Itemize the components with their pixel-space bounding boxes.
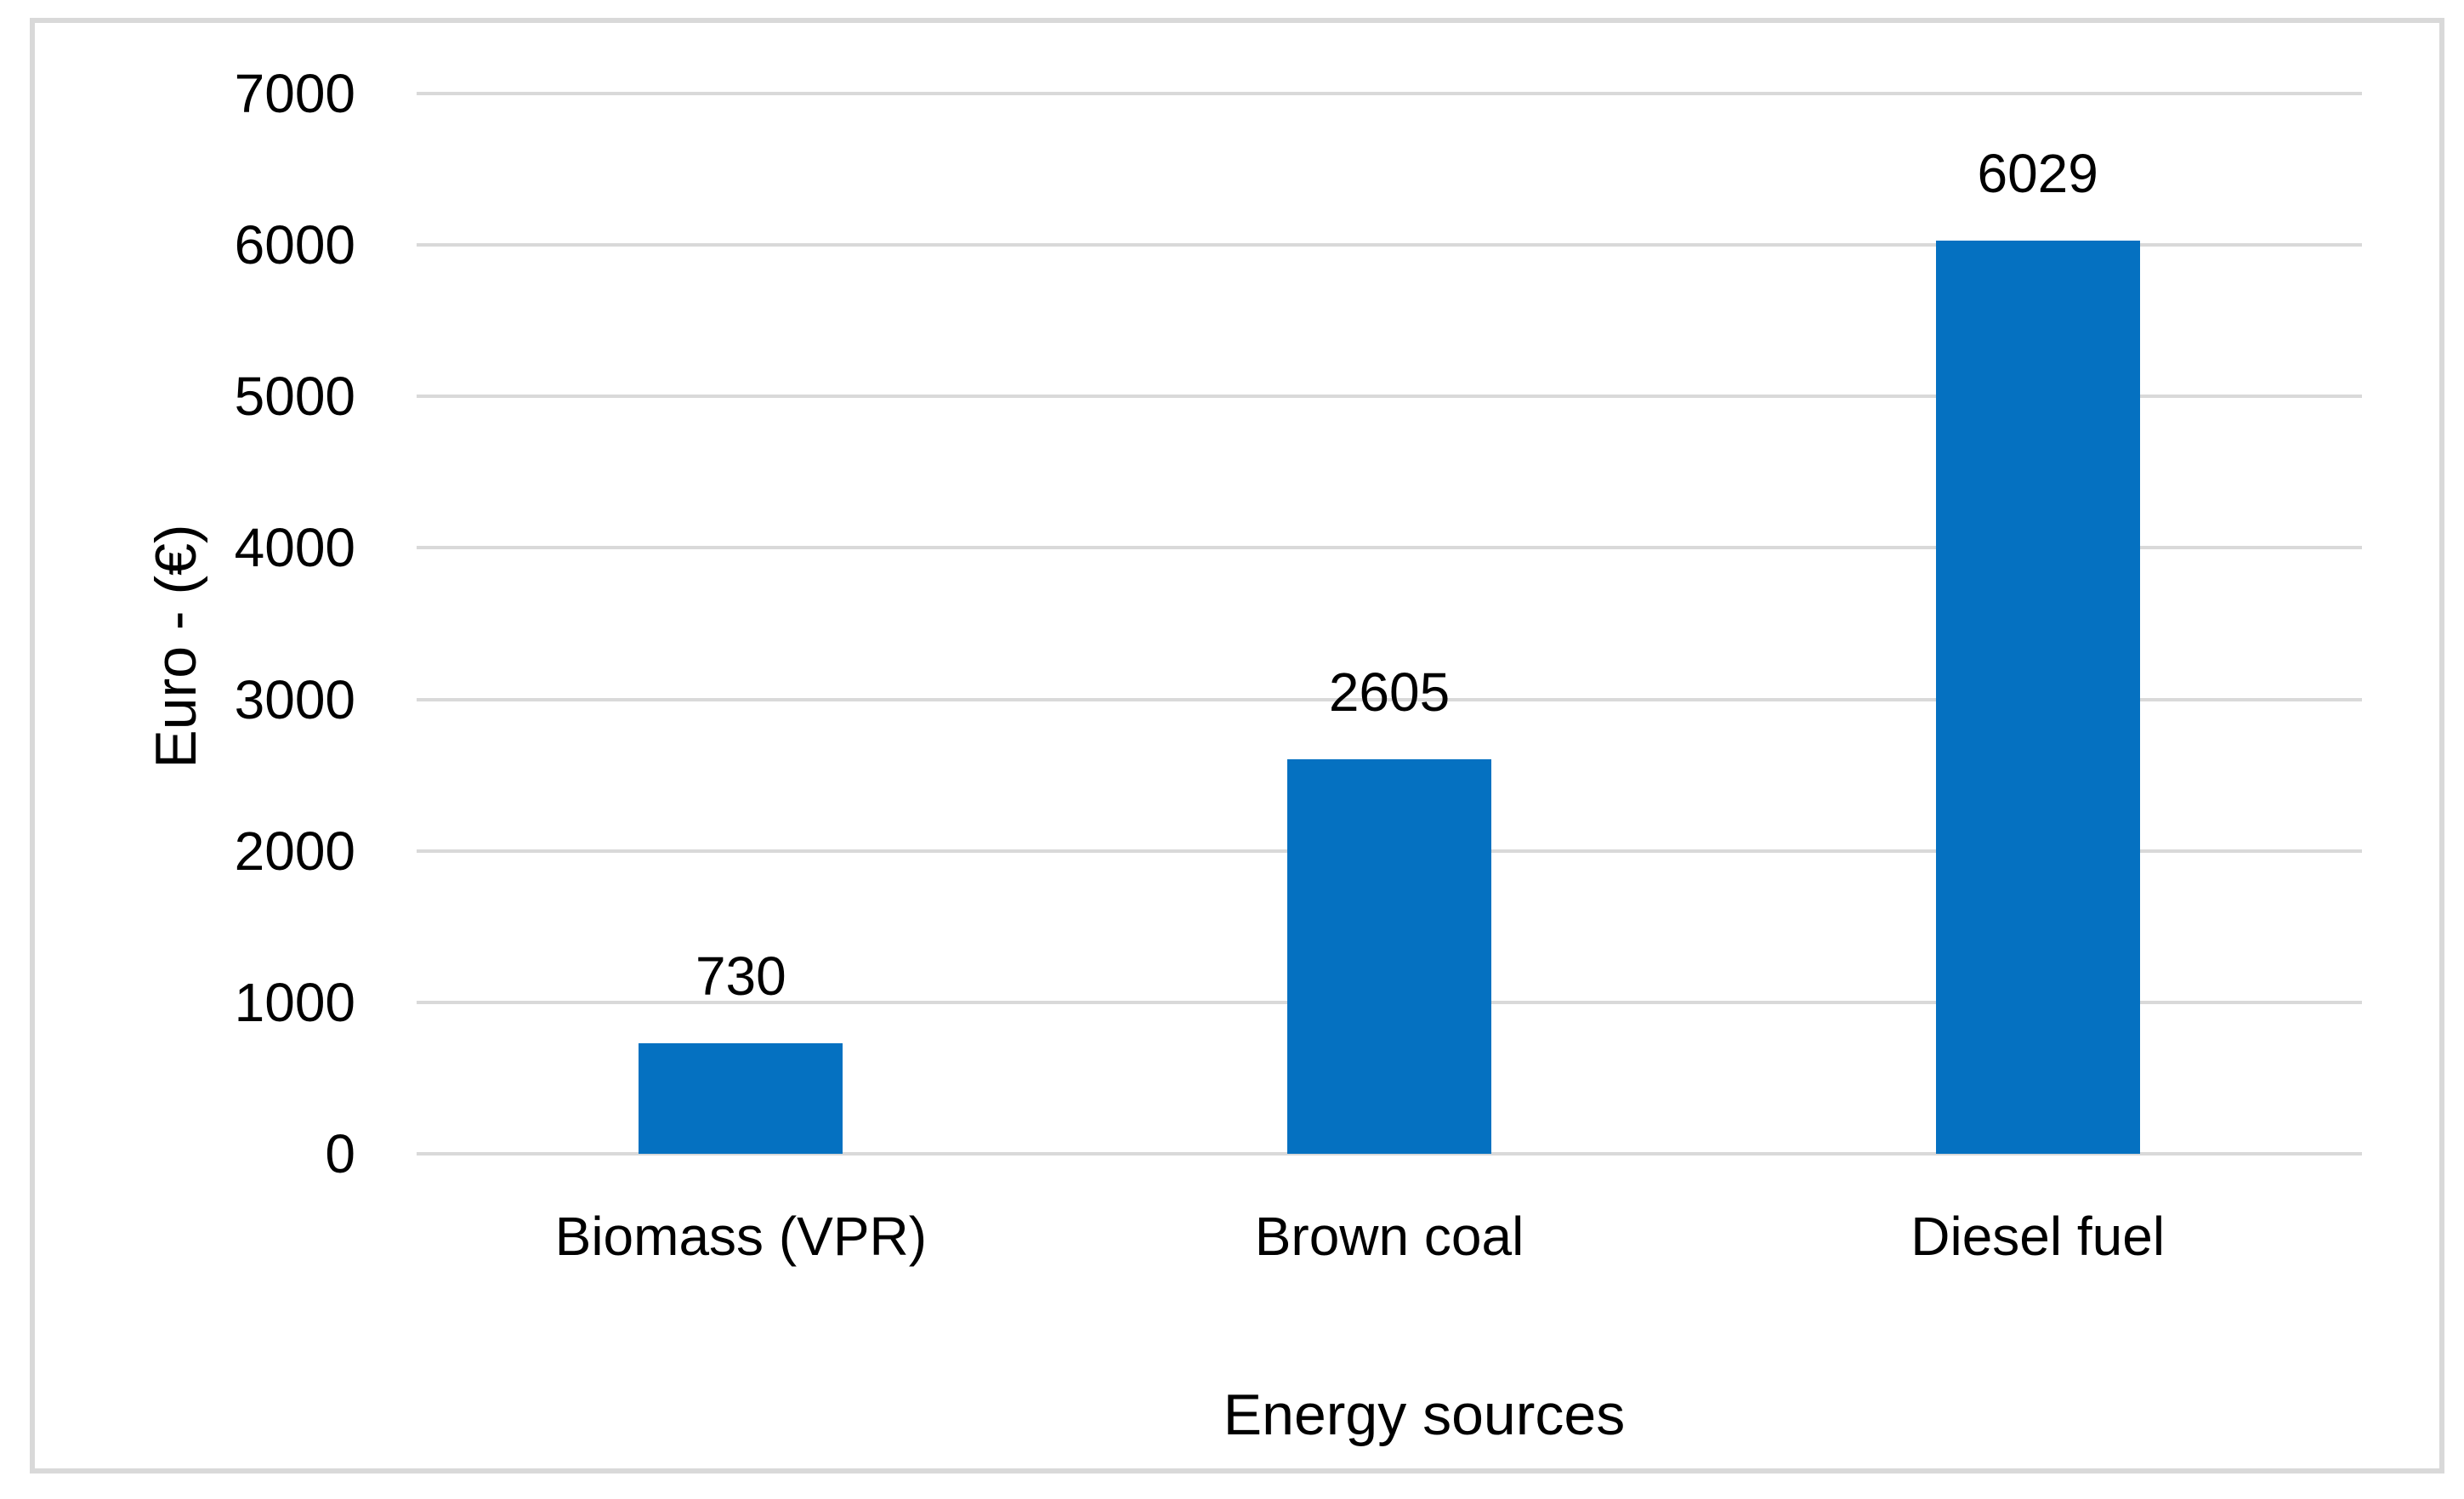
bar-value-label: 730 <box>695 945 786 1007</box>
y-axis-tick-label: 2000 <box>234 820 355 882</box>
gridline <box>417 1152 2362 1155</box>
bar-Biomass (VPR) <box>639 1042 843 1154</box>
bar-value-label: 6029 <box>1977 142 2098 204</box>
y-axis-tick-label: 1000 <box>234 971 355 1033</box>
gridline <box>417 546 2362 550</box>
y-axis-tick-label: 5000 <box>234 366 355 428</box>
gridline <box>417 243 2362 247</box>
y-axis-tick-label: 3000 <box>234 668 355 730</box>
gridline <box>417 92 2362 95</box>
y-axis-tick-label: 4000 <box>234 517 355 579</box>
gridline <box>417 395 2362 399</box>
x-axis-title: Energy sources <box>1223 1383 1626 1447</box>
plot-area <box>417 94 2362 1154</box>
category-label: Diesel fuel <box>1910 1206 2166 1267</box>
category-label: Brown coal <box>1254 1206 1524 1267</box>
bar-Brown coal <box>1287 758 1491 1154</box>
y-axis-tick-label: 7000 <box>234 63 355 124</box>
y-axis-tick-label: 0 <box>325 1123 355 1184</box>
category-label: Biomass (VPR) <box>554 1206 928 1267</box>
y-axis-tick-label: 6000 <box>234 214 355 276</box>
bar-Diesel fuel <box>1935 240 2140 1154</box>
gridline <box>417 697 2362 701</box>
bar-value-label: 2605 <box>1328 661 1451 723</box>
